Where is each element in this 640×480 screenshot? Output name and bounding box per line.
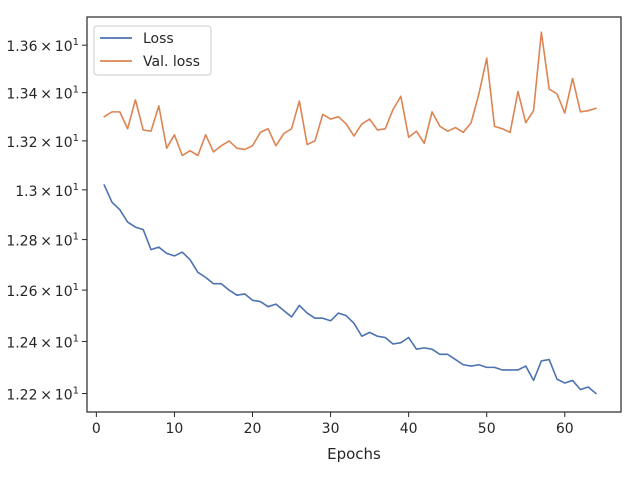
legend-label-loss: Loss xyxy=(143,31,174,47)
x-tick-label: 10 xyxy=(166,421,184,437)
y-tick-mantissa: 1.24 xyxy=(6,335,37,351)
x-axis-ticks: 0 10 20 30 40 50 60 xyxy=(92,412,574,437)
y-tick-label: 1.32 × 101 xyxy=(6,133,79,151)
x-tick-label: 30 xyxy=(322,421,340,437)
y-tick-label: 1.26 × 101 xyxy=(6,282,79,300)
x-tick-label: 40 xyxy=(400,421,418,437)
y-tick-exponent: 1 xyxy=(73,232,79,243)
series-line-val-loss xyxy=(103,31,597,157)
y-tick-exponent: 1 xyxy=(73,282,79,293)
x-tick-label: 0 xyxy=(92,421,101,437)
y-tick-times: × 10 xyxy=(37,234,72,250)
y-tick-mantissa: 1.28 xyxy=(6,234,37,250)
y-tick-mantissa: 1.32 xyxy=(6,135,37,151)
y-tick-times: × 10 xyxy=(37,87,72,103)
y-tick-exponent: 1 xyxy=(73,85,79,96)
y-tick-mantissa: 1.22 xyxy=(6,388,37,404)
y-tick-label: 1.34 × 101 xyxy=(6,85,79,103)
y-tick-times: × 10 xyxy=(37,388,72,404)
y-tick-label: 1.36 × 101 xyxy=(6,37,79,55)
x-tick-label: 60 xyxy=(556,421,574,437)
y-tick-label: 1.28 × 101 xyxy=(6,232,79,250)
y-tick-times: × 10 xyxy=(37,335,72,351)
x-axis-label: Epochs xyxy=(327,445,381,463)
y-tick-exponent: 1 xyxy=(73,333,79,344)
y-tick-times: × 10 xyxy=(37,284,72,300)
series-line-loss xyxy=(103,184,597,395)
y-tick-mantissa: 1.26 xyxy=(6,284,37,300)
y-tick-label: 1.22 × 101 xyxy=(6,386,79,404)
x-tick-label: 50 xyxy=(478,421,496,437)
plot-frame xyxy=(86,16,622,413)
y-tick-times: × 10 xyxy=(37,184,72,200)
plot-area xyxy=(87,17,621,412)
y-tick-exponent: 1 xyxy=(73,182,79,193)
y-tick-label: 1.3 × 101 xyxy=(15,182,79,200)
y-tick-exponent: 1 xyxy=(73,37,79,48)
legend: Loss Val. loss xyxy=(93,25,212,76)
y-tick-times: × 10 xyxy=(37,135,72,151)
y-tick-mantissa: 1.34 xyxy=(6,87,37,103)
y-tick-times: × 10 xyxy=(37,39,72,55)
x-tick-label: 20 xyxy=(244,421,262,437)
y-tick-mantissa: 1.3 xyxy=(15,184,37,200)
y-tick-mantissa: 1.36 xyxy=(6,39,37,55)
legend-label-val-loss: Val. loss xyxy=(143,54,200,70)
series-layer xyxy=(103,31,597,395)
y-tick-exponent: 1 xyxy=(73,133,79,144)
y-tick-label: 1.24 × 101 xyxy=(6,333,79,351)
y-tick-exponent: 1 xyxy=(73,386,79,397)
